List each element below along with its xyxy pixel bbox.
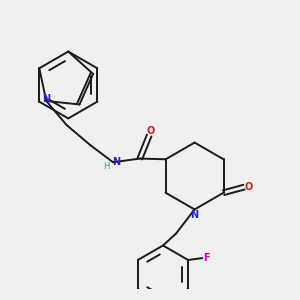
Text: O: O xyxy=(245,182,253,192)
Text: N: N xyxy=(42,94,50,104)
Text: N: N xyxy=(112,157,120,167)
Text: F: F xyxy=(203,253,210,263)
Text: N: N xyxy=(190,210,199,220)
Text: O: O xyxy=(147,126,155,136)
Text: H: H xyxy=(103,162,110,171)
